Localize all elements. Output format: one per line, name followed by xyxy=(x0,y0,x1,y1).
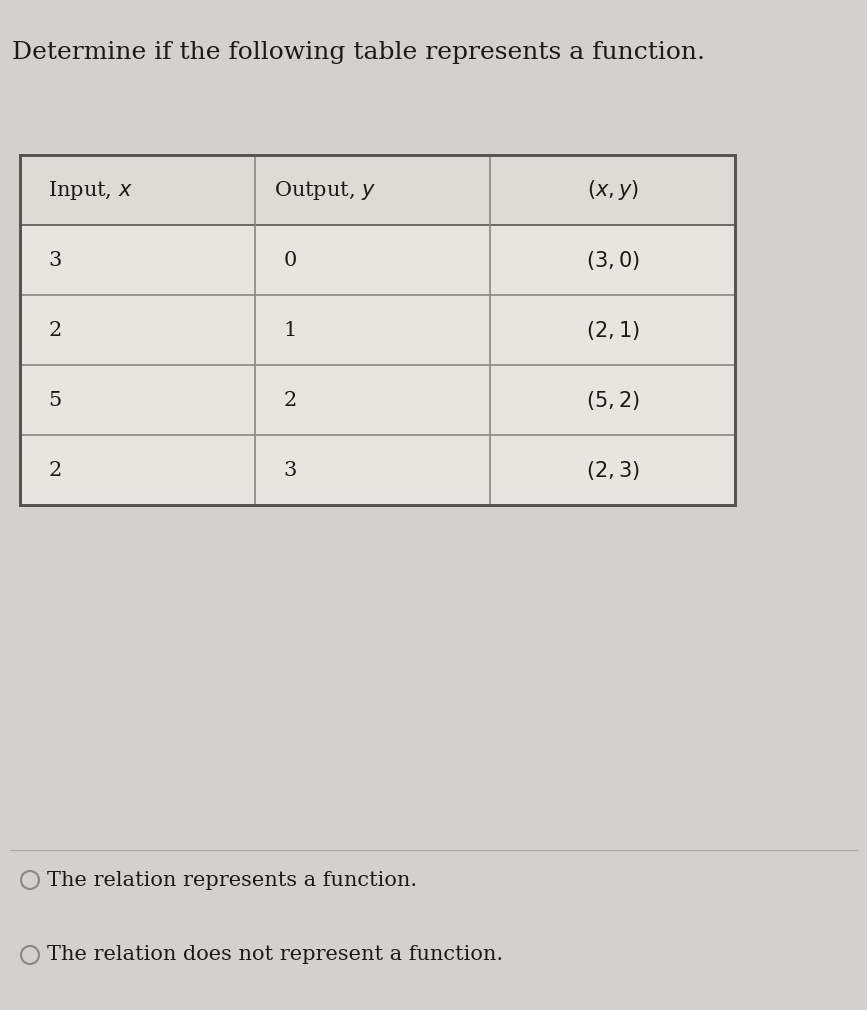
Text: 2: 2 xyxy=(49,320,62,339)
Text: Input, $x$: Input, $x$ xyxy=(49,179,133,202)
Text: $(5,2)$: $(5,2)$ xyxy=(585,389,639,411)
Text: 3: 3 xyxy=(284,461,297,480)
Text: $(3,0)$: $(3,0)$ xyxy=(585,248,639,272)
Bar xyxy=(490,295,735,365)
Bar xyxy=(20,155,735,505)
Text: The relation represents a function.: The relation represents a function. xyxy=(47,871,417,890)
Bar xyxy=(490,155,735,225)
Text: The relation does not represent a function.: The relation does not represent a functi… xyxy=(47,945,503,965)
Bar xyxy=(20,435,255,505)
Text: Determine if the following table represents a function.: Determine if the following table represe… xyxy=(12,40,705,64)
Text: 0: 0 xyxy=(284,250,297,270)
Text: 1: 1 xyxy=(284,320,297,339)
Text: 3: 3 xyxy=(49,250,62,270)
Bar xyxy=(20,155,255,225)
Bar xyxy=(255,295,490,365)
Bar xyxy=(20,365,255,435)
Bar xyxy=(255,155,490,225)
Text: 5: 5 xyxy=(49,391,62,409)
Text: Output, $y$: Output, $y$ xyxy=(274,179,375,202)
Bar xyxy=(20,225,255,295)
Text: 2: 2 xyxy=(49,461,62,480)
Bar xyxy=(20,295,255,365)
Text: 2: 2 xyxy=(284,391,297,409)
Bar xyxy=(255,365,490,435)
Bar xyxy=(255,225,490,295)
Text: $(2,1)$: $(2,1)$ xyxy=(585,318,639,341)
Text: $(x,y)$: $(x,y)$ xyxy=(587,178,638,202)
Bar xyxy=(255,435,490,505)
Text: $(2,3)$: $(2,3)$ xyxy=(585,459,639,482)
Bar xyxy=(490,225,735,295)
Bar xyxy=(490,365,735,435)
Bar xyxy=(490,435,735,505)
